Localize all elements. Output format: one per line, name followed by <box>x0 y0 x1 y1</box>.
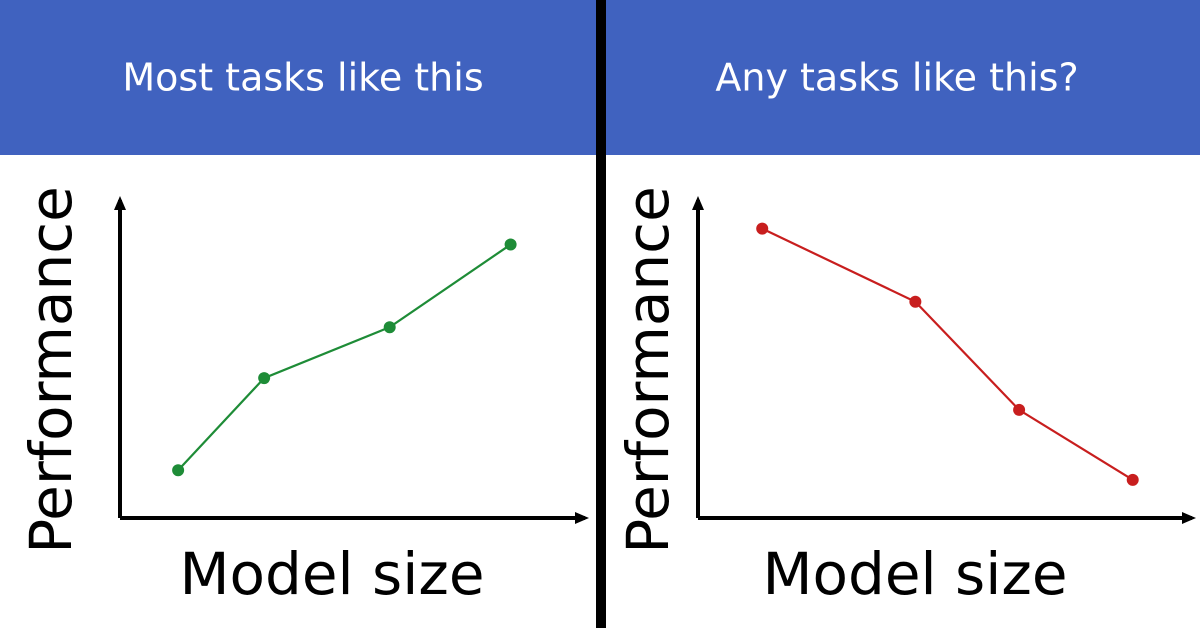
y-axis-label: Performance <box>17 186 85 554</box>
y-arrow <box>114 196 126 210</box>
divider <box>596 0 606 628</box>
y-axis-label: Performance <box>614 186 682 554</box>
panel-title: Most tasks like this <box>122 56 483 100</box>
x-axis-label: Model size <box>762 540 1067 608</box>
point <box>909 295 922 308</box>
point <box>172 464 185 477</box>
line <box>761 227 1134 481</box>
point <box>258 372 271 385</box>
y-arrow <box>692 196 704 210</box>
point <box>1013 403 1026 416</box>
panel-title: Any tasks like this? <box>715 56 1078 100</box>
x-arrow <box>1182 512 1196 524</box>
point <box>1126 473 1139 486</box>
line <box>177 243 512 472</box>
header-right <box>605 0 1200 155</box>
header-left <box>0 0 597 155</box>
x-axis-label: Model size <box>179 540 484 608</box>
point <box>756 222 769 235</box>
point <box>383 321 396 334</box>
point <box>504 238 517 251</box>
x-arrow <box>575 512 589 524</box>
